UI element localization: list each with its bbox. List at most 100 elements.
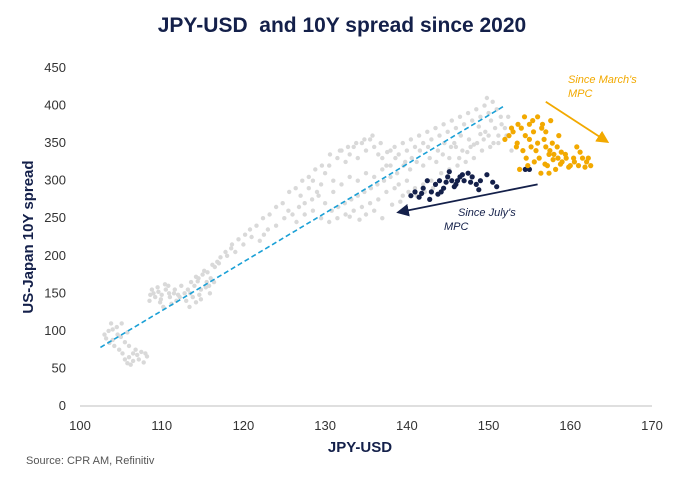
data-point (380, 216, 385, 221)
data-point (469, 174, 475, 180)
data-point (468, 144, 473, 150)
x-tick-label: 150 (478, 418, 500, 433)
data-point (193, 274, 199, 279)
data-point (434, 159, 439, 165)
data-point (449, 118, 454, 123)
data-point (135, 352, 140, 358)
data-point (242, 232, 248, 237)
data-point (420, 185, 426, 191)
data-point (392, 186, 397, 191)
data-point (316, 193, 321, 198)
annotation-label: Since July's (458, 207, 516, 219)
data-point (575, 163, 582, 169)
data-point (265, 227, 271, 232)
data-point (526, 136, 533, 142)
data-point (424, 178, 430, 184)
data-point (488, 118, 494, 123)
data-point (224, 253, 230, 258)
data-point (162, 282, 168, 287)
data-point (388, 148, 393, 153)
data-point (188, 279, 194, 285)
data-point (384, 189, 389, 195)
data-point (427, 196, 433, 202)
data-point (182, 291, 187, 296)
data-point (542, 161, 548, 167)
data-point (499, 122, 504, 127)
data-point (408, 193, 414, 199)
data-point (388, 174, 393, 180)
data-point (282, 216, 287, 221)
data-point (359, 204, 365, 210)
x-tick-labels: 100 110 120 130 140 150 160 170 (69, 418, 663, 433)
data-point (155, 285, 160, 290)
data-point (443, 179, 449, 185)
data-point (465, 110, 471, 116)
data-point (433, 125, 438, 131)
data-point (130, 351, 136, 356)
data-point (562, 151, 569, 157)
data-point (249, 234, 254, 240)
data-point (473, 181, 479, 187)
data-point (445, 174, 451, 180)
data-point (490, 179, 496, 185)
annotation-label: Since March's (568, 74, 637, 86)
data-point (522, 166, 528, 172)
data-point (482, 103, 487, 108)
data-point (372, 208, 377, 213)
annotation-arrow (545, 101, 610, 143)
data-point (403, 159, 408, 165)
data-point (314, 189, 320, 195)
data-point (429, 178, 434, 183)
data-point (502, 125, 508, 131)
data-point (112, 343, 117, 349)
data-point (102, 332, 107, 337)
data-point (293, 186, 298, 191)
data-point (202, 268, 207, 273)
data-point (136, 357, 141, 362)
data-point (339, 182, 344, 187)
data-point (571, 155, 577, 161)
data-point (205, 270, 210, 275)
data-point (141, 360, 146, 365)
data-point (566, 164, 572, 170)
data-point (546, 170, 552, 176)
data-point (158, 297, 164, 302)
data-point (508, 125, 515, 131)
data-point (449, 178, 455, 184)
data-point (440, 152, 445, 157)
data-point (233, 249, 238, 255)
data-point (439, 171, 444, 176)
data-point (153, 294, 158, 300)
data-point (441, 122, 446, 127)
data-point (523, 155, 529, 161)
data-point (322, 201, 328, 206)
data-point (555, 155, 561, 161)
x-tick-label: 130 (314, 418, 336, 433)
data-point (215, 259, 220, 264)
data-point (533, 148, 539, 154)
data-point (458, 133, 463, 138)
data-point (389, 202, 395, 207)
data-point (296, 204, 302, 210)
data-point (428, 189, 434, 195)
data-point (159, 292, 164, 297)
data-point (412, 144, 418, 150)
annotations: Since March's MPC Since July's MPC (396, 74, 637, 233)
data-point (541, 136, 547, 142)
data-point (536, 155, 542, 161)
annotation-label: MPC (568, 88, 593, 100)
data-point (372, 144, 377, 150)
data-point (577, 149, 583, 155)
data-point (393, 155, 398, 161)
data-point (204, 279, 209, 285)
data-point (465, 149, 470, 155)
data-point (400, 193, 405, 198)
series-layer (102, 95, 594, 367)
data-point (298, 193, 303, 198)
data-point (229, 246, 234, 251)
data-point (496, 133, 501, 138)
data-point (372, 174, 377, 180)
data-point (115, 332, 120, 337)
data-point (302, 201, 307, 206)
